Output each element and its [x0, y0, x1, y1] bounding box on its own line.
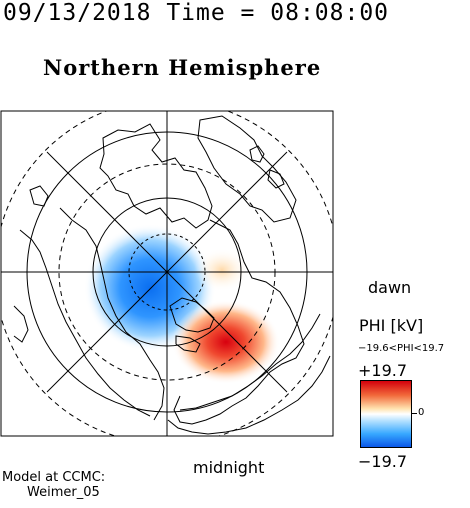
colorbar-zero-tick: [412, 413, 417, 414]
label-dawn: dawn: [368, 278, 412, 297]
colorbar: [360, 380, 412, 448]
colorbar-title: PHI [kV]: [359, 316, 424, 335]
meridian-diagonal-2: [46, 151, 288, 393]
polar-potential-map: [0, 110, 334, 437]
positive-potential-cell: [172, 300, 280, 384]
model-name: Weimer_05: [27, 485, 100, 500]
colorbar-max-label: +19.7: [358, 361, 408, 380]
coastlines: [13, 115, 331, 435]
plot-title: Northern Hemisphere: [43, 55, 322, 80]
weak-positive-potential: [194, 248, 250, 292]
map-frame: [0, 110, 334, 437]
timestamp-header: 09/13/2018 Time = 08:08:00: [3, 0, 390, 26]
colorbar-min-label: −19.7: [358, 452, 408, 471]
colorbar-zero-label: 0: [418, 407, 425, 418]
label-midnight: midnight: [193, 458, 265, 477]
model-label: Model at CCMC:: [2, 470, 106, 485]
colorbar-range: −19.6<PHI<19.7: [358, 343, 445, 354]
